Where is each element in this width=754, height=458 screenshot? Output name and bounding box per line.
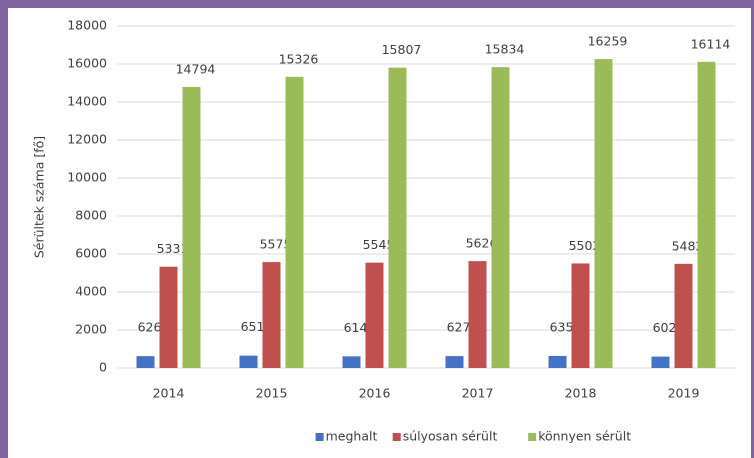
x-tick-label: 2016 — [359, 386, 391, 401]
y-axis-label: Sérültek száma [fő] — [32, 136, 47, 258]
data-label: 614 — [344, 320, 368, 335]
y-tick-label: 4000 — [75, 284, 107, 299]
left-border — [0, 0, 8, 458]
bar — [491, 67, 510, 369]
data-label: 635 — [550, 319, 574, 334]
legend-swatch — [528, 433, 537, 441]
data-label: 627 — [447, 320, 471, 335]
bar — [594, 59, 613, 368]
bar — [651, 356, 670, 368]
y-tick-label: 16000 — [67, 56, 107, 71]
data-label: 5626 — [466, 236, 498, 251]
y-tick-label: 12000 — [67, 132, 107, 147]
legend-label: meghalt — [326, 429, 378, 444]
data-label: 5482 — [672, 238, 704, 253]
data-label: 626 — [138, 320, 162, 335]
x-tick-label: 2015 — [256, 386, 288, 401]
data-label: 15807 — [382, 42, 422, 57]
legend-label: súlyosan sérült — [403, 429, 498, 444]
x-tick-label: 2017 — [462, 386, 494, 401]
x-tick-label: 2018 — [565, 386, 597, 401]
bar — [285, 76, 304, 368]
bar — [445, 356, 464, 368]
bar — [365, 262, 384, 368]
y-tick-label: 6000 — [75, 246, 107, 261]
bar — [388, 67, 407, 369]
top-border — [0, 0, 754, 8]
y-tick-label: 14000 — [67, 94, 107, 109]
bar — [674, 263, 693, 368]
y-tick-label: 18000 — [67, 18, 107, 33]
data-label: 5331 — [157, 241, 189, 256]
data-label: 15326 — [279, 51, 319, 66]
legend-swatch — [392, 433, 401, 441]
data-label: 651 — [241, 319, 265, 334]
bar — [182, 86, 201, 368]
bar — [571, 263, 590, 368]
data-label: 5545 — [363, 237, 395, 252]
data-label: 5575 — [260, 237, 292, 252]
bar — [159, 266, 178, 368]
bar — [342, 356, 361, 368]
bar — [548, 355, 567, 368]
y-tick-label: 2000 — [75, 322, 107, 337]
bar — [239, 355, 258, 368]
data-label: 16259 — [588, 34, 628, 49]
right-border — [751, 0, 754, 458]
data-label: 15834 — [485, 42, 525, 57]
legend-swatch — [315, 433, 324, 441]
data-label: 14794 — [176, 61, 216, 76]
y-tick-label: 0 — [99, 360, 107, 375]
bar — [468, 261, 487, 368]
bar — [262, 262, 281, 368]
y-tick-label: 10000 — [67, 170, 107, 185]
data-label: 5502 — [569, 238, 601, 253]
data-label: 16114 — [691, 36, 731, 51]
x-tick-label: 2014 — [153, 386, 185, 401]
bar — [697, 61, 716, 369]
legend-label: könnyen sérült — [538, 429, 631, 444]
y-tick-label: 8000 — [75, 208, 107, 223]
data-label: 602 — [653, 320, 677, 335]
bar — [136, 356, 155, 368]
x-tick-label: 2019 — [668, 386, 700, 401]
